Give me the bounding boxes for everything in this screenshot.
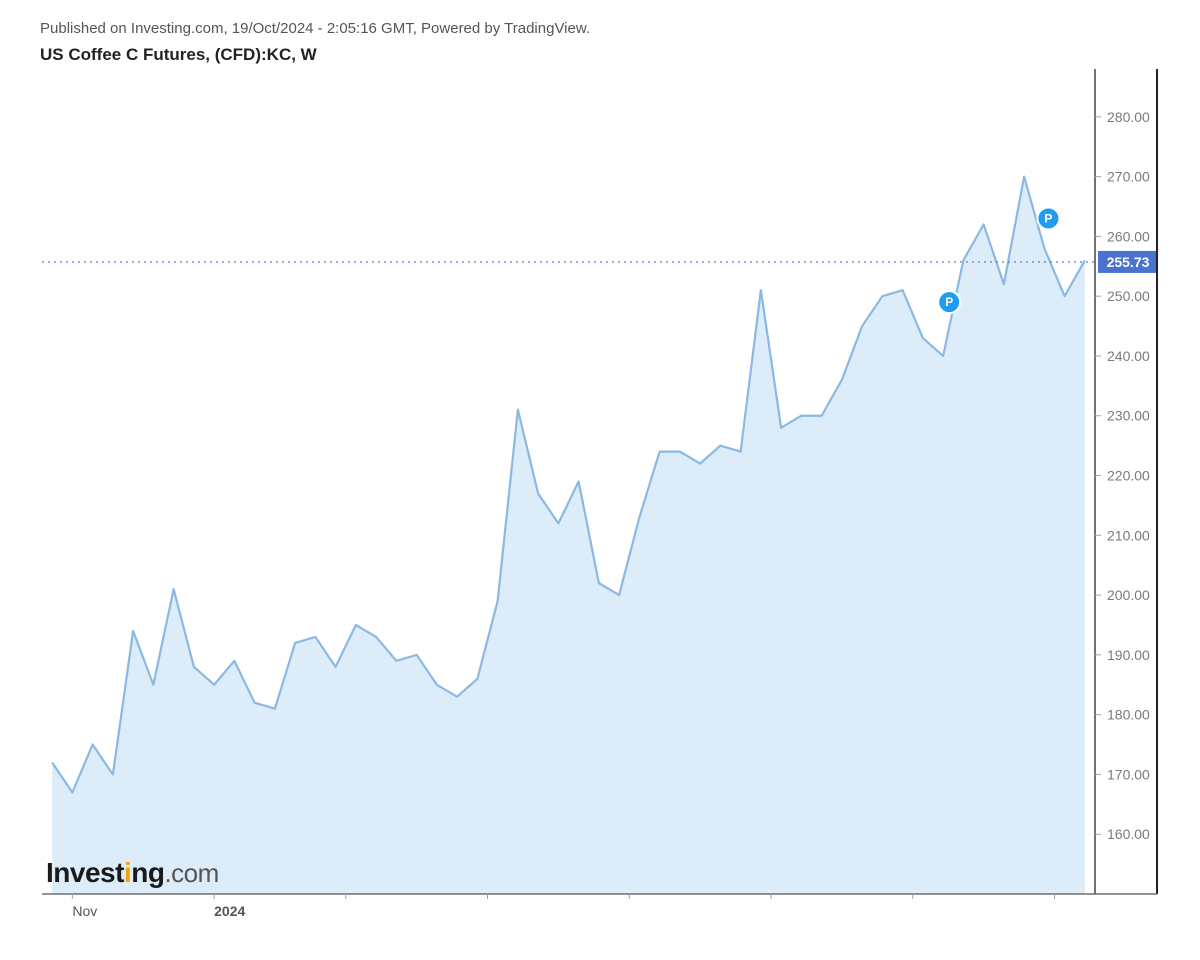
y-tick-label: 220.00	[1107, 468, 1150, 484]
svg-text:P: P	[1044, 211, 1052, 225]
p-badge[interactable]: P	[938, 291, 960, 313]
published-line: Published on Investing.com, 19/Oct/2024 …	[40, 20, 1175, 37]
chart-title: US Coffee C Futures, (CFD):KC, W	[40, 45, 1175, 65]
x-tick-label: Nov	[72, 903, 97, 919]
logo-ng: ng	[131, 857, 164, 888]
investing-logo: Investing.com	[46, 857, 219, 889]
y-tick-label: 280.00	[1107, 109, 1150, 125]
y-tick-label: 190.00	[1107, 647, 1150, 663]
svg-text:255.73: 255.73	[1107, 254, 1150, 270]
logo-brand: Invest	[46, 857, 124, 888]
price-chart[interactable]: 255.73 160.00 170.00 180.00 190.00 200.00 210.…	[40, 69, 1160, 929]
y-tick-label: 270.00	[1107, 169, 1150, 185]
y-tick-label: 230.00	[1107, 408, 1150, 424]
y-tick-label: 260.00	[1107, 228, 1150, 244]
chart-wrap: 255.73 160.00 170.00 180.00 190.00 200.00 210.…	[40, 69, 1160, 929]
y-tick-label: 240.00	[1107, 348, 1150, 364]
svg-text:P: P	[945, 295, 953, 309]
y-tick-label: 180.00	[1107, 707, 1150, 723]
logo-suffix: com	[171, 858, 219, 888]
price-tag: 255.73	[1098, 251, 1158, 273]
chart-container: Published on Investing.com, 19/Oct/2024 …	[0, 0, 1200, 960]
y-tick-label: 250.00	[1107, 288, 1150, 304]
p-badge[interactable]: P	[1037, 207, 1059, 229]
x-tick-label: 2024	[214, 903, 245, 919]
y-tick-label: 200.00	[1107, 587, 1150, 603]
y-tick-label: 210.00	[1107, 527, 1150, 543]
y-tick-label: 160.00	[1107, 826, 1150, 842]
y-tick-label: 170.00	[1107, 766, 1150, 782]
